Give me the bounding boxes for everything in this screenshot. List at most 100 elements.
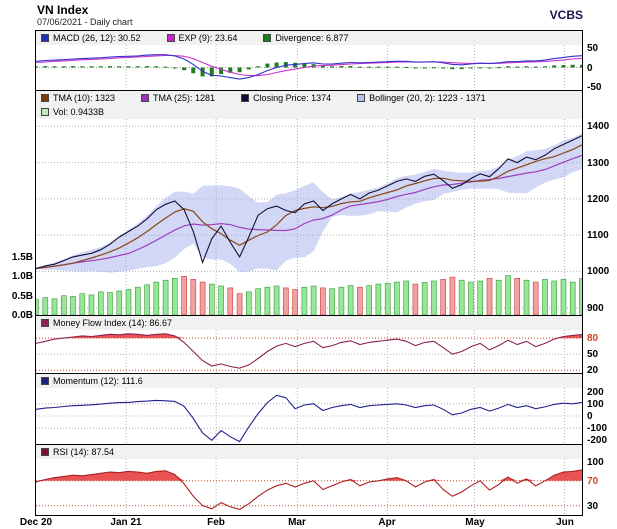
volume-bar bbox=[153, 281, 160, 315]
mfi-plot bbox=[36, 330, 582, 373]
divergence-bar bbox=[367, 66, 372, 68]
overbought-fill bbox=[36, 469, 582, 481]
divergence-bar bbox=[293, 62, 298, 68]
divergence-bar bbox=[209, 67, 214, 77]
mfi-axis-tick-50: 50 bbox=[587, 349, 599, 360]
price-plot bbox=[36, 119, 582, 315]
legend-color-chip-icon bbox=[41, 94, 49, 102]
volume-bar bbox=[495, 279, 502, 315]
divergence-bar bbox=[89, 66, 94, 68]
momentum-axis-tick-200: 200 bbox=[587, 387, 604, 398]
x-axis-tick-jan-21: Jan 21 bbox=[110, 517, 142, 528]
divergence-bar bbox=[348, 65, 353, 68]
price-legend-row2: Vol: 0.9433B bbox=[36, 105, 582, 119]
rsi-line bbox=[36, 469, 582, 510]
volume-axis-tick-0.5B: 0.5B bbox=[11, 291, 33, 302]
divergence-bar bbox=[561, 65, 566, 68]
legend-color-chip-icon bbox=[141, 94, 150, 102]
closing-price-line bbox=[36, 135, 582, 270]
volume-bar bbox=[88, 294, 95, 315]
divergence-bar bbox=[80, 66, 85, 68]
volume-axis-tick-1.0B: 1.0B bbox=[11, 271, 33, 282]
divergence-bar bbox=[98, 66, 103, 68]
momentum-plot-svg bbox=[36, 388, 582, 444]
money-flow-index-panel: Money Flow Index (14): 86.67 bbox=[36, 315, 582, 373]
legend-item-macd-0: MACD (26, 12): 30.52 bbox=[41, 33, 141, 43]
legend-color-chip-icon bbox=[41, 34, 49, 42]
momentum-axis-tick-100: 100 bbox=[587, 399, 604, 410]
volume-bar bbox=[560, 279, 567, 315]
x-axis-tick-dec-20: Dec 20 bbox=[19, 517, 53, 528]
legend-label: Money Flow Index (14): 86.67 bbox=[53, 318, 173, 328]
volume-bar bbox=[236, 293, 243, 315]
rsi-panel: RSI (14): 87.54 bbox=[36, 444, 582, 515]
volume-bar bbox=[421, 282, 428, 315]
volume-bar bbox=[209, 283, 215, 315]
legend-item-price_row1-2: Closing Price: 1374 bbox=[241, 93, 331, 103]
volume-bar bbox=[532, 281, 539, 315]
x-axis-tick-mar: Mar bbox=[288, 517, 306, 528]
divergence-bar bbox=[580, 64, 582, 68]
volume-bar bbox=[36, 299, 39, 315]
price-axis-tick-900: 900 bbox=[587, 303, 604, 314]
volume-bar bbox=[569, 281, 576, 315]
overbought-fill bbox=[36, 333, 582, 339]
volume-bar bbox=[199, 281, 206, 315]
x-axis-tick-jun: Jun bbox=[556, 517, 574, 528]
volume-bar bbox=[366, 285, 373, 315]
legend-label: Bollinger (20, 2): 1223 - 1371 bbox=[369, 93, 486, 103]
volume-bar bbox=[292, 289, 298, 315]
tma10-line bbox=[36, 144, 582, 270]
volume-bar bbox=[458, 279, 465, 315]
volume-bar bbox=[403, 280, 410, 315]
divergence-bar bbox=[191, 67, 196, 74]
left-volume-axis: 1.5B 1.0B 0.5B 0.0B bbox=[3, 31, 33, 515]
volume-bar bbox=[135, 286, 141, 315]
divergence-bar bbox=[274, 62, 279, 68]
divergence-bar bbox=[265, 63, 270, 68]
momentum-plot bbox=[36, 388, 582, 444]
legend-item-price_row1-3: Bollinger (20, 2): 1223 - 1371 bbox=[357, 93, 486, 103]
legend-color-chip-icon bbox=[357, 94, 366, 102]
divergence-bar bbox=[163, 66, 168, 68]
divergence-bar bbox=[36, 66, 38, 68]
volume-bar bbox=[264, 286, 271, 315]
volume-bar bbox=[310, 285, 317, 315]
volume-bar bbox=[51, 298, 58, 315]
divergence-bar bbox=[228, 67, 233, 73]
volume-bar bbox=[329, 288, 335, 315]
momentum-line bbox=[36, 394, 582, 443]
volume-bar bbox=[449, 276, 456, 315]
legend-item-macd-2: Divergence: 6.877 bbox=[263, 33, 348, 43]
volume-axis-tick-1.5B: 1.5B bbox=[11, 252, 33, 263]
divergence-bar bbox=[108, 66, 112, 68]
divergence-bar bbox=[302, 63, 307, 68]
divergence-bar bbox=[543, 66, 547, 68]
rsi-legend: RSI (14): 87.54 bbox=[36, 445, 582, 459]
x-axis-tick-apr: Apr bbox=[378, 517, 396, 528]
divergence-bar bbox=[413, 67, 418, 69]
volume-bar bbox=[431, 280, 437, 315]
volume-bar bbox=[320, 287, 326, 315]
divergence-bar bbox=[320, 65, 325, 68]
divergence-bar bbox=[339, 66, 344, 68]
legend-label: Vol: 0.9433B bbox=[53, 107, 105, 117]
divergence-bar bbox=[43, 66, 48, 68]
rsi-plot bbox=[36, 459, 582, 515]
mfi-axis-tick-20: 20 bbox=[587, 365, 599, 376]
volume-bar bbox=[579, 278, 582, 315]
volume-axis-tick-0.0B: 0.0B bbox=[11, 310, 33, 321]
x-axis-tick-may: May bbox=[465, 517, 485, 528]
legend-label: Divergence: 6.877 bbox=[275, 33, 349, 43]
chart-frame: MACD (26, 12): 30.52 EXP (9): 23.64 Diverg… bbox=[35, 30, 583, 516]
volume-bar bbox=[551, 280, 558, 315]
price-axis-tick-1100: 1100 bbox=[587, 230, 609, 241]
legend-item-momentum-0: Momentum (12): 111.6 bbox=[41, 376, 143, 386]
momentum-panel: Momentum (12): 111.6 bbox=[36, 373, 582, 444]
chart-date-subtitle: 07/06/2021 - Daily chart bbox=[37, 17, 133, 27]
macd-axis-tick--50: -50 bbox=[587, 82, 602, 93]
x-axis-tick-feb: Feb bbox=[207, 517, 225, 528]
legend-label: TMA (10): 1323 bbox=[53, 93, 116, 103]
macd-panel: MACD (26, 12): 30.52 EXP (9): 23.64 Diverg… bbox=[36, 31, 582, 90]
